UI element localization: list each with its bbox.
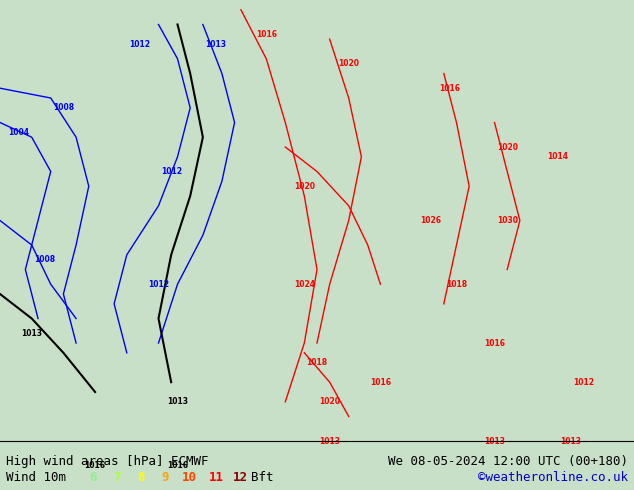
Text: 1013: 1013 (167, 397, 188, 406)
Text: Wind 10m: Wind 10m (6, 471, 67, 485)
Text: 1013: 1013 (560, 437, 581, 445)
Text: We 08-05-2024 12:00 UTC (00+180): We 08-05-2024 12:00 UTC (00+180) (387, 455, 628, 468)
Text: High wind areas [hPa] ECMWF: High wind areas [hPa] ECMWF (6, 455, 209, 468)
Text: 1016: 1016 (484, 339, 505, 347)
Text: 1008: 1008 (53, 103, 74, 112)
Text: 7: 7 (113, 471, 120, 485)
Text: 1013: 1013 (205, 40, 226, 49)
Text: 1024: 1024 (294, 280, 315, 289)
Text: 8: 8 (137, 471, 145, 485)
Text: 1012: 1012 (573, 378, 594, 387)
Text: 1020: 1020 (338, 59, 359, 68)
Text: 1016: 1016 (256, 30, 277, 39)
Text: 1018: 1018 (446, 280, 467, 289)
Text: 1004: 1004 (8, 128, 30, 137)
Text: 1013: 1013 (319, 437, 340, 445)
Text: 1018: 1018 (306, 358, 328, 367)
Text: 1020: 1020 (496, 143, 518, 151)
Text: 1030: 1030 (496, 216, 518, 225)
Text: 1016: 1016 (439, 84, 461, 93)
Text: 1012: 1012 (148, 280, 169, 289)
Text: ©weatheronline.co.uk: ©weatheronline.co.uk (477, 471, 628, 485)
Text: 1014: 1014 (547, 152, 569, 161)
Text: 1008: 1008 (34, 255, 55, 264)
Text: 1012: 1012 (129, 40, 150, 49)
Text: 11: 11 (209, 471, 224, 485)
Text: 1016: 1016 (370, 378, 391, 387)
Text: Bft: Bft (251, 471, 273, 485)
Text: 6: 6 (89, 471, 96, 485)
Text: 9: 9 (161, 471, 169, 485)
Text: 1013: 1013 (484, 437, 505, 445)
Text: 12: 12 (233, 471, 249, 485)
Text: 1013: 1013 (21, 329, 42, 338)
Text: 1020: 1020 (319, 397, 340, 406)
Text: 1026: 1026 (420, 216, 442, 225)
Text: 1012: 1012 (160, 167, 182, 176)
Text: 1016: 1016 (167, 461, 188, 470)
Text: 10: 10 (182, 471, 197, 485)
Text: 1016: 1016 (84, 461, 106, 470)
Text: 1020: 1020 (294, 182, 315, 191)
